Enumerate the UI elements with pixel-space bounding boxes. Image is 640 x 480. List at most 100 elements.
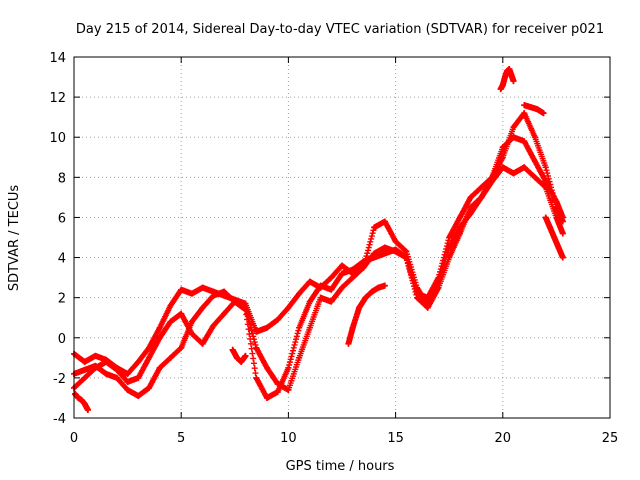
data-point xyxy=(274,316,281,323)
data-point xyxy=(199,284,206,291)
data-point xyxy=(242,352,249,359)
data-point xyxy=(210,292,217,299)
data-point xyxy=(478,184,485,191)
data-point xyxy=(188,290,195,297)
data-point-markers xyxy=(345,282,388,347)
data-point xyxy=(199,304,206,311)
data-point xyxy=(489,178,496,185)
data-point xyxy=(414,294,421,301)
data-point xyxy=(253,374,260,381)
series-fragment-dip xyxy=(229,346,249,365)
data-point xyxy=(527,104,534,111)
data-point xyxy=(403,248,410,255)
data-point xyxy=(349,266,356,273)
data-point xyxy=(178,310,185,317)
data-point xyxy=(167,302,174,309)
data-point xyxy=(306,298,313,305)
data-point xyxy=(285,364,292,371)
x-tick-label: 10 xyxy=(280,431,297,446)
data-point xyxy=(72,390,79,397)
data-point xyxy=(242,306,249,313)
data-point xyxy=(531,174,538,181)
data-point xyxy=(306,278,313,285)
data-point xyxy=(499,144,506,151)
data-point xyxy=(553,214,560,221)
data-point xyxy=(135,358,142,365)
data-points xyxy=(71,66,566,413)
data-point xyxy=(506,66,513,73)
data-point xyxy=(424,304,431,311)
data-point xyxy=(81,366,88,373)
y-tick-label: -2 xyxy=(53,372,66,387)
data-point xyxy=(306,324,313,331)
data-point xyxy=(551,234,558,241)
data-point xyxy=(135,374,142,381)
data-point xyxy=(124,386,131,393)
x-tick-label: 20 xyxy=(495,431,512,446)
data-point xyxy=(371,254,378,261)
data-point xyxy=(510,124,517,131)
data-point-markers xyxy=(71,164,566,401)
data-point xyxy=(553,204,560,211)
data-point xyxy=(510,78,517,85)
data-point xyxy=(156,324,163,331)
x-tick-label: 25 xyxy=(602,431,619,446)
x-axis-label: GPS time / hours xyxy=(286,459,395,474)
data-point xyxy=(349,324,356,331)
data-point xyxy=(531,134,538,141)
data-point xyxy=(178,344,185,351)
data-point xyxy=(349,274,356,281)
data-point xyxy=(167,318,174,325)
chart-title: Day 215 of 2014, Sidereal Day-to-day VTE… xyxy=(76,22,604,37)
data-point xyxy=(92,352,99,359)
y-tick-label: 8 xyxy=(58,171,66,186)
data-point xyxy=(210,322,217,329)
data-point xyxy=(521,110,528,117)
data-point xyxy=(103,370,110,377)
data-point xyxy=(360,264,367,271)
data-point xyxy=(146,354,153,361)
y-tick-label: -4 xyxy=(53,412,66,427)
data-point xyxy=(124,378,131,385)
series-track-1 xyxy=(71,134,566,377)
data-point xyxy=(229,346,236,353)
y-axis-label: SDTVAR / TECUs xyxy=(7,185,22,292)
data-point xyxy=(285,304,292,311)
data-point xyxy=(360,258,367,265)
data-point xyxy=(381,244,388,251)
series-fragment-peak xyxy=(497,66,517,93)
data-point xyxy=(510,134,517,141)
data-point xyxy=(540,110,547,117)
data-point xyxy=(446,254,453,261)
data-point xyxy=(81,400,88,407)
data-point xyxy=(188,330,195,337)
series-track-3 xyxy=(71,164,566,401)
data-point xyxy=(497,86,504,93)
data-point xyxy=(508,72,515,79)
data-point xyxy=(369,288,376,295)
y-tick-label: 10 xyxy=(49,131,66,146)
data-point xyxy=(328,298,335,305)
data-point-markers xyxy=(71,134,566,377)
data-point xyxy=(92,364,99,371)
data-point xyxy=(345,340,352,347)
data-point xyxy=(555,244,562,251)
data-point xyxy=(156,364,163,371)
data-point xyxy=(542,184,549,191)
data-point xyxy=(531,158,538,165)
data-point xyxy=(296,290,303,297)
data-point xyxy=(221,310,228,317)
data-point xyxy=(146,344,153,351)
data-point xyxy=(499,164,506,171)
axis-ticks: 0 5 10 15 20 25 -4 -2 0 2 4 6 8 10 12 14 xyxy=(49,51,618,446)
data-point xyxy=(521,102,528,109)
data-point xyxy=(146,384,153,391)
data-point xyxy=(381,250,388,257)
data-point xyxy=(339,262,345,269)
data-point xyxy=(499,82,506,89)
x-tick-label: 15 xyxy=(387,431,404,446)
data-point xyxy=(435,284,442,291)
data-point xyxy=(371,224,378,231)
y-tick-label: 2 xyxy=(58,292,66,307)
data-point xyxy=(328,286,335,293)
